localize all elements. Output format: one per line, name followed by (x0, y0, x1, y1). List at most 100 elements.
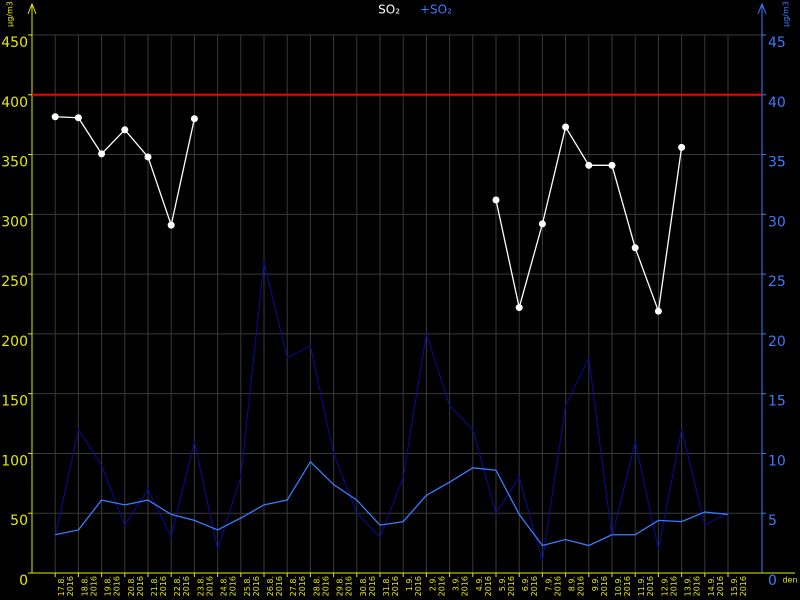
x-tick-label: 20.8.2016 (126, 576, 144, 596)
x-tick-label-part: 2016 (599, 576, 608, 596)
x-tick-label-part: 17.8. (57, 576, 66, 596)
x-tick-label: 26.8.2016 (266, 576, 284, 596)
y2-tick-label: 5 (768, 513, 777, 529)
y-tick-label: 400 (1, 95, 28, 111)
x-tick-label-part: 2016 (135, 576, 144, 596)
x-tick-label: 8.9.2016 (567, 576, 585, 596)
x-tick-label-part: 2016 (483, 576, 492, 596)
x-tick-label: 6.9.2016 (521, 576, 539, 596)
x-tick-label-part: 8.9. (567, 576, 576, 591)
y2-tick-label: 20 (768, 334, 786, 350)
x-tick-label-part: 2016 (228, 576, 237, 596)
x-tick-label-part: 7.9. (544, 576, 553, 591)
y2-tick-label: 10 (768, 453, 786, 469)
x-tick-label-part: 2016 (460, 576, 469, 596)
y2-tick-label: 40 (768, 95, 786, 111)
x-tick-label-part: 2016 (182, 576, 191, 596)
x-tick-label-part: 2.9. (428, 576, 437, 591)
x-tick-label-part: 25.8. (242, 576, 251, 596)
point (74, 114, 82, 122)
x-tick-label: 13.9.2016 (683, 576, 701, 596)
x-tick-label-part: 18.8. (80, 576, 89, 596)
x-tick-label-part: 13.9. (683, 576, 692, 596)
point (654, 307, 662, 315)
point (631, 244, 639, 252)
x-tick-label-part: 4.9. (474, 576, 483, 591)
x-tick-label: 12.9.2016 (660, 576, 678, 596)
y-tick-label: 250 (1, 274, 28, 290)
x-tick-label-part: 26.8. (266, 576, 275, 596)
y2-tick-label: 30 (768, 214, 786, 230)
x-tick-label-part: 2016 (715, 576, 724, 596)
y-tick-label: 300 (1, 214, 28, 230)
series-line (54, 262, 729, 562)
x-tick-label-part: 12.9. (660, 576, 669, 596)
y2-tick-label: 35 (768, 155, 786, 171)
x-tick-label-part: 2016 (367, 576, 376, 596)
x-tick-label-part: 2016 (739, 576, 748, 596)
point (121, 126, 129, 134)
x-tick-label-part: 23.8. (196, 576, 205, 596)
x-tick-label-part: 2016 (576, 576, 585, 596)
x-tick-label-part: 2016 (414, 576, 423, 596)
x-tick-label: 21.8.2016 (150, 576, 168, 596)
y2-axis-arrow (757, 2, 767, 15)
x-tick-label: 5.9.2016 (498, 576, 516, 596)
x-tick-label-part: 11.9. (637, 576, 646, 596)
x-tick-label-part: 1.9. (405, 576, 414, 591)
x-tick-label-part: 2016 (66, 576, 75, 596)
x-tick-label: 25.8.2016 (242, 576, 260, 596)
point (515, 304, 523, 312)
x-tick-label: 17.8.2016 (57, 576, 75, 596)
y-tick-label: 450 (1, 35, 28, 51)
x-tick-label-part: 2016 (391, 576, 400, 596)
point (562, 123, 570, 131)
y-tick-label: 150 (1, 394, 28, 410)
x-tick-label: 15.9.2016 (730, 576, 748, 596)
x-tick-label-part: 21.8. (150, 576, 159, 596)
x-tick-label-part: 2016 (646, 576, 655, 596)
point (144, 153, 152, 161)
x-tick-label-part: 9.9. (590, 576, 599, 591)
x-tick-label-part: 2016 (530, 576, 539, 596)
y2-tick-label: 15 (768, 394, 786, 410)
x-tick-label: 7.9.2016 (544, 576, 562, 596)
x-tick-label-part: 2016 (298, 576, 307, 596)
x-tick-label: 30.8.2016 (358, 576, 376, 596)
y-tick-label: 200 (1, 334, 28, 350)
point (538, 220, 546, 228)
series-line (55, 460, 729, 547)
x-tick-label: 3.9.2016 (451, 576, 469, 596)
x-tick-label: 22.8.2016 (173, 576, 191, 596)
y2-tick-label: 45 (768, 35, 786, 51)
x-tick-label-part: 29.8. (335, 576, 344, 596)
x-tick-label: 10.9.2016 (614, 576, 632, 596)
x-tick-label-part: 2016 (669, 576, 678, 596)
x-tick-label-part: 19.8. (103, 576, 112, 596)
x-tick-label: 27.8.2016 (289, 576, 307, 596)
y-axis-label: µg/m3 (6, 1, 15, 27)
x-tick-label-part: 2016 (507, 576, 516, 596)
x-tick-label: 23.8.2016 (196, 576, 214, 596)
chart-title: SO₂ (378, 3, 400, 17)
x-tick-label-part: 2016 (321, 576, 330, 596)
point (678, 143, 686, 151)
x-tick-label-part: 2016 (437, 576, 446, 596)
point (167, 221, 175, 229)
x-tick-label: 18.8.2016 (80, 576, 98, 596)
y2-axis-label: µg/m3 (782, 1, 791, 27)
y-tick-label: 0 (19, 573, 28, 589)
point (190, 115, 198, 123)
x-tick-label-part: 10.9. (614, 576, 623, 596)
x-tick-label: 9.9.2016 (590, 576, 608, 596)
x-tick-label-part: 2016 (159, 576, 168, 596)
x-tick-label-part: 2016 (553, 576, 562, 596)
x-tick-label-part: 15.9. (730, 576, 739, 596)
y2-tick-label: 0 (768, 573, 777, 589)
point (98, 150, 106, 158)
x-tick-label-part: 14.9. (706, 576, 715, 596)
x-tick-label: 24.8.2016 (219, 576, 237, 596)
x-tick-label-part: 2016 (205, 576, 214, 596)
x-tick-label-part: 24.8. (219, 576, 228, 596)
